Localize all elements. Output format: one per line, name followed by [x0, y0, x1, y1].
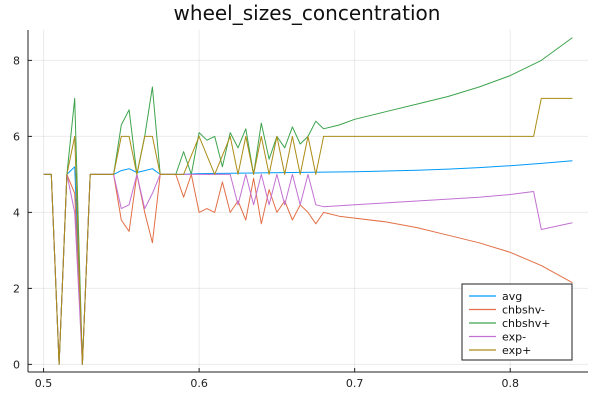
legend-label: avg	[502, 290, 522, 303]
y-tick-label: 0	[13, 358, 20, 371]
y-tick-label: 2	[13, 282, 20, 295]
x-tick-label: 0.8	[501, 377, 519, 390]
series-line-exp-	[43, 97, 573, 365]
legend-label: exp+	[502, 344, 531, 357]
tick-labels: 0.5 0.6 0.7 0.8 0 2 4 6 8	[13, 54, 519, 390]
chart-title: wheel_sizes_concentration	[174, 1, 441, 25]
legend-label: exp-	[502, 331, 526, 344]
legend-label: chbshv-	[502, 304, 545, 317]
series-group	[43, 37, 573, 365]
axes	[27, 30, 588, 373]
legend-label: chbshv+	[502, 317, 550, 330]
x-tick-label: 0.7	[346, 377, 364, 390]
x-tick-label: 0.5	[35, 377, 53, 390]
y-tick-label: 6	[13, 130, 20, 143]
y-tick-label: 4	[13, 206, 20, 219]
legend-box	[461, 283, 573, 361]
x-tick-label: 0.6	[190, 377, 208, 390]
y-tick-label: 8	[13, 54, 20, 67]
